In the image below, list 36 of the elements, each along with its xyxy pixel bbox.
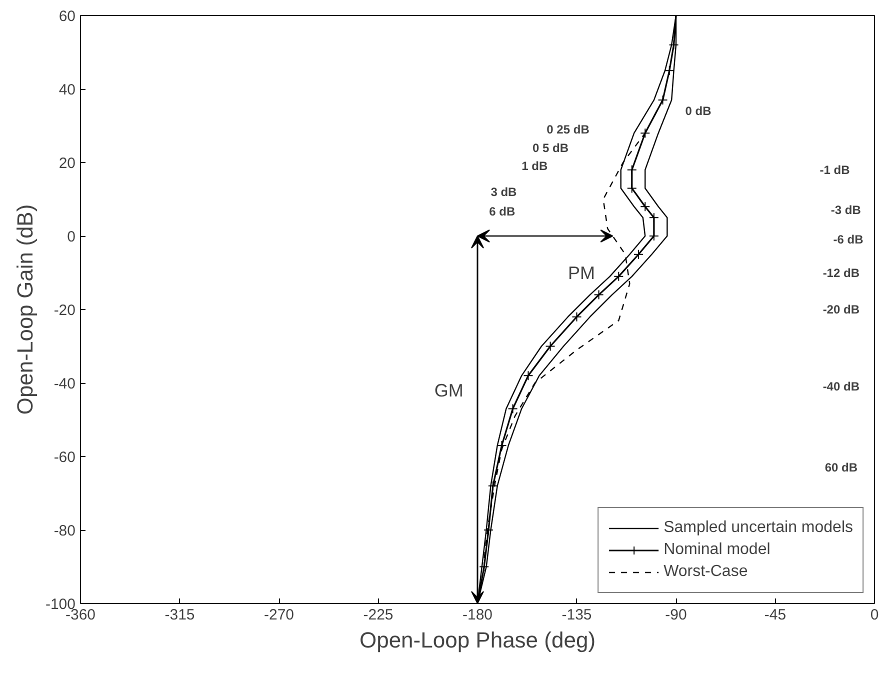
y-axis-title: Open-Loop Gain (dB) — [12, 204, 38, 415]
y-tick-label: 40 — [58, 82, 76, 98]
annotation: 0 25 dB — [546, 122, 590, 137]
y-tick-label: -20 — [54, 302, 76, 319]
annotation: 0 5 dB — [532, 140, 569, 155]
annotation: 6 dB — [489, 204, 516, 218]
y-tick-label: 60 — [58, 8, 76, 25]
annotation: -20 dB — [822, 302, 860, 316]
annotation: -1 dB — [820, 162, 850, 177]
x-tick-label: -270 — [264, 606, 294, 624]
y-tick-label: 0 — [67, 228, 76, 246]
x-tick-label: 0 — [870, 606, 879, 624]
y-tick-label: -80 — [54, 522, 76, 540]
legend-label: Sampled uncertain models — [664, 519, 853, 537]
annotation: -6 dB — [833, 232, 864, 247]
y-tick-label: -40 — [54, 376, 76, 392]
x-axis-title: Open-Loop Phase (deg) — [359, 628, 596, 652]
x-tick-label: -315 — [164, 606, 195, 624]
legend-label: Worst-Case — [664, 563, 748, 581]
y-tick-label: 20 — [58, 155, 76, 172]
x-tick-label: -90 — [665, 606, 687, 624]
x-tick-label: -45 — [764, 606, 786, 624]
legend-label: Nominal model — [664, 541, 770, 559]
x-tick-label: -135 — [562, 606, 592, 624]
annotation: 1 dB — [522, 159, 548, 174]
annotation: PM — [568, 262, 596, 283]
x-tick-label: -225 — [363, 606, 394, 624]
annotation: 0 dB — [685, 104, 712, 118]
x-tick-label: -180 — [462, 606, 493, 624]
annotation: GM — [434, 380, 464, 400]
annotation: -12 dB — [822, 266, 860, 280]
annotation: 3 dB — [490, 184, 518, 199]
annotation: 60 dB — [824, 460, 858, 475]
annotation: -3 dB — [830, 203, 862, 218]
annotation: -40 dB — [822, 380, 860, 394]
y-tick-label: -60 — [54, 449, 76, 466]
